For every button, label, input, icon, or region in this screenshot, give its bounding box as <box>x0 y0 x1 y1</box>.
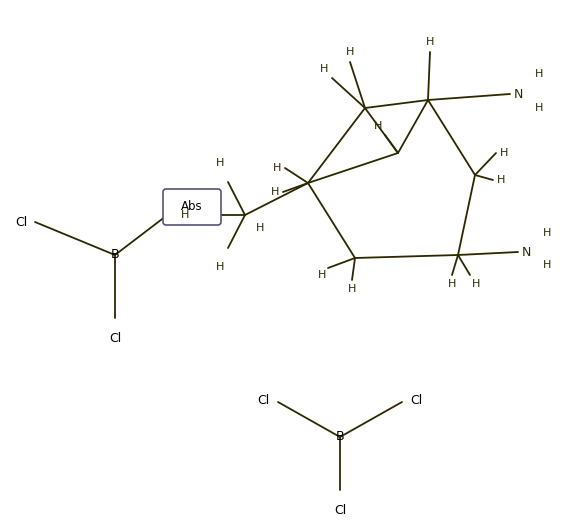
Text: Abs: Abs <box>181 201 203 213</box>
Text: H: H <box>497 175 506 185</box>
Text: H: H <box>256 223 264 233</box>
Text: B: B <box>336 431 344 443</box>
Text: H: H <box>426 37 434 47</box>
Text: H: H <box>535 103 544 113</box>
Text: Cl: Cl <box>15 215 27 228</box>
Text: N: N <box>514 88 523 101</box>
Text: H: H <box>374 121 382 131</box>
Text: Cl: Cl <box>109 332 121 345</box>
Text: H: H <box>535 69 544 79</box>
Text: H: H <box>273 163 281 173</box>
Text: Cl: Cl <box>258 394 270 407</box>
Text: N: N <box>522 246 532 258</box>
Text: H: H <box>348 284 356 294</box>
Text: H: H <box>346 47 354 57</box>
Text: H: H <box>543 228 552 238</box>
Text: Cl: Cl <box>410 394 422 407</box>
Text: Cl: Cl <box>334 504 346 517</box>
Text: H: H <box>216 262 224 272</box>
Text: B: B <box>111 248 119 261</box>
Text: H: H <box>543 260 552 270</box>
Text: H: H <box>181 210 189 220</box>
Text: H: H <box>318 270 326 280</box>
Text: H: H <box>448 279 456 289</box>
Text: H: H <box>216 158 224 168</box>
Text: H: H <box>472 279 481 289</box>
Text: H: H <box>320 64 328 74</box>
Text: H: H <box>500 148 508 158</box>
FancyBboxPatch shape <box>163 189 221 225</box>
Text: H: H <box>270 187 279 197</box>
